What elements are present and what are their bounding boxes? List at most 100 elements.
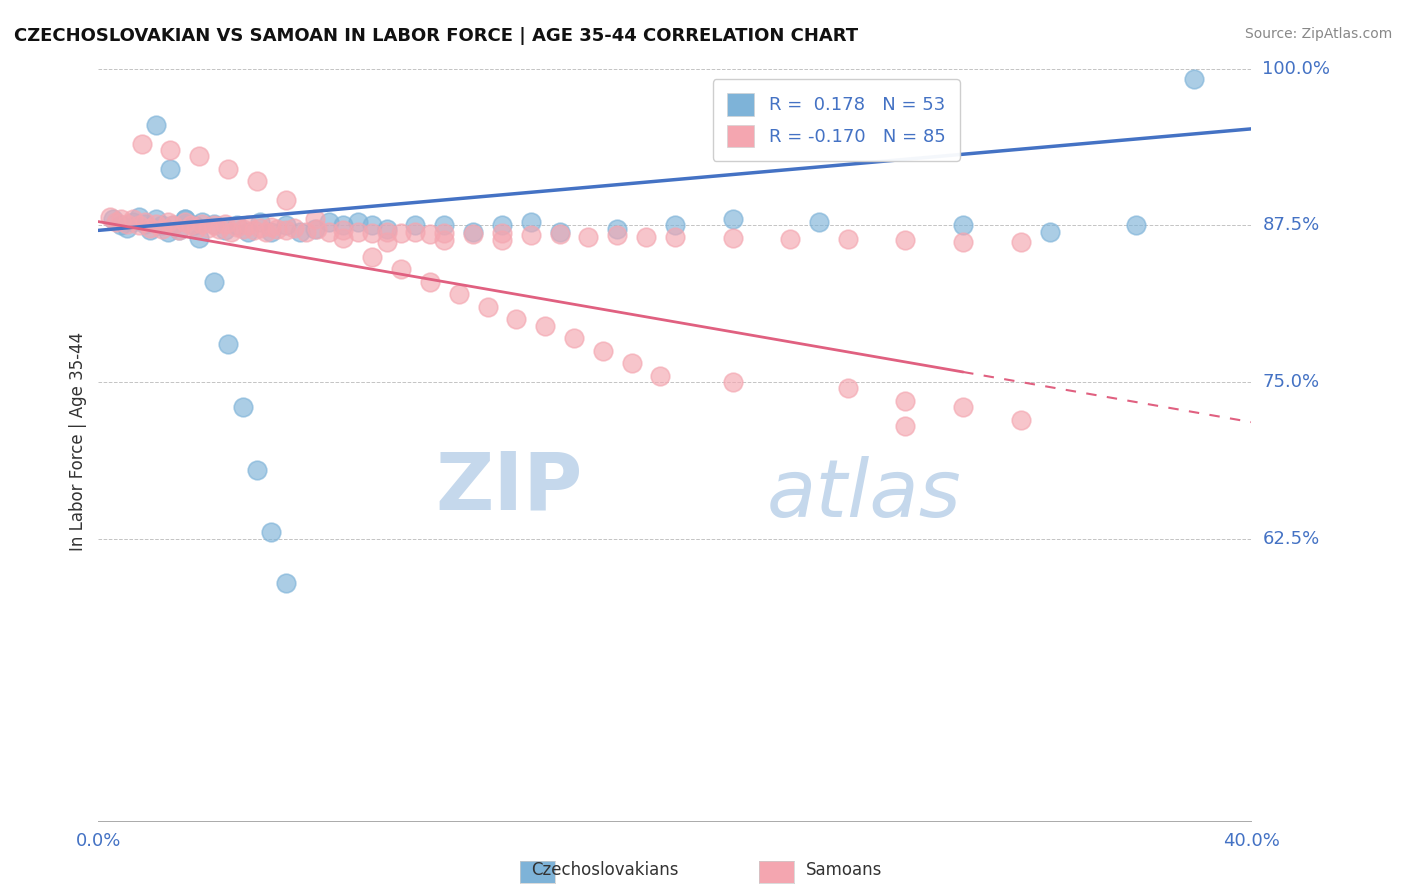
- Point: [534, 318, 557, 333]
- Text: atlas: atlas: [768, 456, 962, 533]
- Text: 100.0%: 100.0%: [1263, 60, 1330, 78]
- Point: [894, 418, 917, 433]
- Point: [318, 214, 340, 228]
- Point: [117, 220, 139, 235]
- Point: [101, 212, 124, 227]
- Point: [1010, 235, 1032, 249]
- Point: [952, 400, 974, 414]
- Point: [274, 194, 297, 208]
- Point: [578, 229, 600, 244]
- Point: [128, 210, 150, 224]
- Point: [520, 228, 543, 243]
- Point: [238, 225, 260, 239]
- Point: [134, 214, 156, 228]
- Point: [188, 231, 211, 245]
- Point: [214, 223, 236, 237]
- Point: [837, 232, 859, 246]
- Point: [156, 225, 179, 239]
- Point: [389, 226, 412, 240]
- Point: [664, 229, 686, 244]
- Point: [122, 214, 145, 228]
- Point: [225, 219, 247, 234]
- Point: [346, 214, 368, 228]
- Point: [562, 331, 585, 345]
- Point: [174, 214, 197, 228]
- Text: 87.5%: 87.5%: [1263, 217, 1320, 235]
- Point: [548, 227, 571, 241]
- Point: [249, 220, 271, 235]
- Point: [894, 393, 917, 408]
- Point: [188, 149, 211, 163]
- Point: [1010, 412, 1032, 426]
- Point: [837, 381, 859, 395]
- Text: 75.0%: 75.0%: [1263, 373, 1320, 391]
- Point: [461, 227, 484, 241]
- Point: [1182, 71, 1205, 86]
- Point: [721, 231, 744, 245]
- Point: [159, 161, 181, 176]
- Point: [283, 220, 305, 235]
- Point: [150, 219, 173, 233]
- Point: [721, 375, 744, 389]
- Point: [295, 225, 318, 239]
- Point: [808, 214, 831, 228]
- Point: [104, 214, 127, 228]
- Point: [98, 210, 121, 224]
- Point: [664, 219, 686, 233]
- Point: [145, 212, 167, 227]
- Point: [606, 228, 628, 243]
- Point: [139, 223, 162, 237]
- Point: [219, 225, 242, 239]
- Point: [952, 219, 974, 233]
- Point: [520, 214, 543, 228]
- Point: [433, 226, 456, 240]
- Point: [131, 136, 153, 151]
- Point: [117, 217, 139, 231]
- Point: [128, 219, 150, 233]
- Point: [246, 174, 269, 188]
- Point: [150, 222, 173, 236]
- Point: [375, 235, 398, 249]
- Point: [110, 219, 132, 233]
- Text: 62.5%: 62.5%: [1263, 530, 1320, 548]
- Point: [162, 219, 184, 233]
- Point: [217, 161, 239, 176]
- Point: [202, 275, 225, 289]
- Point: [952, 235, 974, 249]
- Point: [389, 262, 412, 277]
- Point: [419, 275, 441, 289]
- Point: [174, 212, 197, 227]
- Point: [620, 356, 643, 370]
- Point: [477, 300, 499, 314]
- Point: [461, 225, 484, 239]
- Point: [447, 287, 470, 301]
- Point: [231, 222, 254, 236]
- Point: [249, 214, 271, 228]
- Point: [606, 222, 628, 236]
- Point: [592, 343, 614, 358]
- Point: [266, 222, 288, 236]
- Point: [304, 222, 326, 236]
- Point: [191, 217, 214, 231]
- Point: [167, 223, 190, 237]
- Point: [274, 219, 297, 233]
- Point: [894, 234, 917, 248]
- Point: [318, 225, 340, 239]
- Point: [290, 225, 312, 239]
- Point: [197, 220, 219, 235]
- Point: [332, 231, 354, 245]
- Point: [174, 212, 197, 227]
- Point: [260, 219, 283, 234]
- Point: [419, 227, 441, 241]
- Point: [243, 223, 266, 237]
- Text: Czechoslovakians: Czechoslovakians: [531, 861, 678, 879]
- Point: [405, 219, 427, 233]
- Point: [491, 219, 513, 233]
- Point: [202, 219, 225, 233]
- Point: [260, 525, 283, 540]
- Point: [491, 226, 513, 240]
- Text: ZIP: ZIP: [436, 448, 582, 526]
- Text: Samoans: Samoans: [806, 861, 882, 879]
- Point: [548, 225, 571, 239]
- Point: [167, 223, 190, 237]
